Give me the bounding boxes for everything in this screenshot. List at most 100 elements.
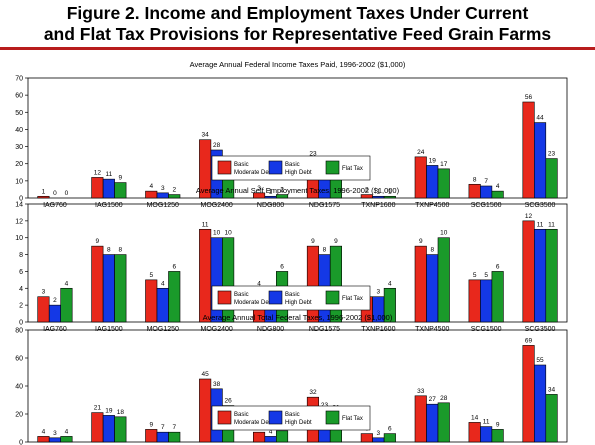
data-label: 69 — [525, 337, 533, 344]
bar — [91, 245, 104, 323]
y-tick-label: 0 — [19, 196, 23, 203]
legend-label: Moderate Debt — [234, 300, 274, 306]
legend-label: Moderate Debt — [234, 420, 274, 426]
legend-label: Basic — [285, 412, 300, 418]
bar — [491, 429, 504, 443]
bar — [491, 271, 504, 323]
data-label: 1 — [388, 188, 392, 195]
y-tick-label: 20 — [15, 412, 23, 419]
bar — [37, 195, 50, 199]
y-tick-label: 30 — [15, 144, 23, 151]
bar — [168, 431, 181, 443]
legend-label: Moderate Debt — [234, 170, 274, 176]
figure-title-line-1: Figure 2. Income and Employment Taxes Un… — [66, 3, 529, 23]
data-label: 3 — [377, 289, 381, 296]
bar — [383, 195, 396, 199]
data-label: 21 — [94, 405, 102, 412]
x-tick-label: MOG1250 — [147, 202, 179, 209]
bar — [491, 190, 504, 199]
data-label: 1 — [377, 188, 381, 195]
bar — [480, 185, 493, 199]
x-tick-label: NDG1575 — [309, 202, 340, 209]
data-label: 9 — [96, 238, 100, 245]
bar — [102, 178, 115, 199]
y-tick-label: 10 — [15, 235, 23, 242]
data-label: 7 — [161, 424, 165, 431]
bar — [102, 254, 115, 323]
bar — [114, 416, 127, 443]
x-tick-label: NDG1575 — [309, 326, 340, 333]
x-tick-label: SCG1500 — [471, 326, 502, 333]
x-tick-label: MOG2400 — [201, 326, 233, 333]
data-label: 6 — [172, 263, 176, 270]
x-tick-label: TXNP4500 — [415, 202, 449, 209]
data-label: 11 — [202, 221, 209, 228]
data-label: 33 — [417, 388, 425, 395]
data-label: 11 — [105, 171, 112, 178]
bar — [156, 431, 169, 443]
legend-label: High Debt — [285, 170, 312, 176]
bar — [522, 345, 535, 443]
legend-label: Flat Tax — [342, 296, 363, 302]
x-tick-label: IAG1500 — [95, 326, 123, 333]
bar — [545, 158, 558, 199]
bar — [545, 228, 558, 323]
data-label: 28 — [440, 395, 448, 402]
y-tick-label: 60 — [15, 356, 23, 363]
bar — [426, 165, 439, 199]
y-tick-label: 14 — [15, 202, 23, 209]
data-label: 38 — [213, 381, 221, 388]
data-label: 6 — [280, 263, 284, 270]
data-label: 1 — [42, 188, 46, 195]
data-label: 34 — [548, 386, 556, 393]
data-label: 0 — [53, 190, 57, 197]
y-tick-label: 8 — [19, 252, 23, 259]
data-label: 4 — [257, 280, 261, 287]
data-label: 9 — [334, 238, 338, 245]
data-label: 23 — [309, 151, 317, 158]
bar — [468, 279, 481, 323]
bar — [60, 287, 73, 323]
x-tick-label: IAG760 — [43, 202, 67, 209]
legend-label: Basic — [234, 292, 249, 298]
bar — [222, 237, 235, 323]
bar — [37, 296, 50, 323]
data-label: 10 — [225, 230, 233, 237]
y-tick-label: 6 — [19, 269, 23, 276]
bar — [253, 431, 266, 443]
legend-label: Basic — [234, 162, 249, 168]
y-tick-label: 40 — [15, 384, 23, 391]
data-label: 9 — [311, 238, 315, 245]
bar — [533, 228, 547, 323]
y-tick-label: 70 — [15, 76, 23, 83]
chart-panel-3: Average Annual Total Federal Taxes, 1996… — [15, 313, 568, 445]
legend-swatch — [268, 290, 283, 305]
bar — [522, 101, 535, 199]
data-label: 45 — [202, 371, 210, 378]
x-tick-label: NDG800 — [257, 326, 284, 333]
bar — [37, 436, 50, 443]
data-label: 4 — [42, 428, 46, 435]
bar — [426, 254, 439, 323]
data-label: 23 — [548, 151, 556, 158]
legend: Basic Moderate Debt Basic High Debt Flat Tax — [211, 155, 371, 181]
bar — [48, 437, 62, 443]
legend-swatch — [268, 160, 283, 175]
figure-title: Figure 2. Income and Employment Taxes Un… — [0, 3, 595, 45]
data-label: 23 — [321, 402, 329, 409]
y-tick-label: 60 — [15, 93, 23, 100]
charts-area: Average Annual Federal Income Taxes Paid… — [15, 60, 568, 445]
bar — [545, 394, 558, 443]
x-tick-label: IAG1500 — [95, 202, 123, 209]
data-label: 4 — [65, 428, 69, 435]
data-label: 8 — [107, 247, 111, 254]
legend-label: Basic — [234, 412, 249, 418]
data-label: 8 — [430, 247, 434, 254]
x-tick-label: SCG3500 — [525, 202, 556, 209]
data-label: 10 — [440, 230, 448, 237]
y-tick-label: 0 — [19, 320, 23, 327]
x-tick-label: SCG1500 — [471, 202, 502, 209]
data-label: 2 — [365, 187, 369, 194]
y-tick-label: 10 — [15, 178, 23, 185]
chart-panel-1: Average Annual Federal Income Taxes Paid… — [15, 60, 568, 209]
